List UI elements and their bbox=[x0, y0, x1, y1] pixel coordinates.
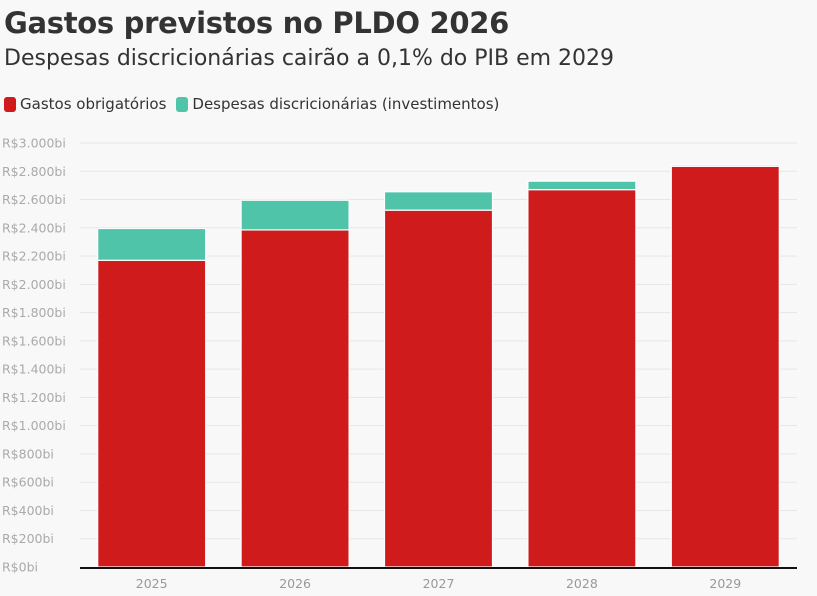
y-tick-label: R$2.000bi bbox=[2, 277, 66, 292]
y-tick-label: R$1.400bi bbox=[2, 362, 66, 377]
x-tick-label: 2028 bbox=[566, 576, 598, 591]
chart-subtitle: Despesas discricionárias cairão a 0,1% d… bbox=[4, 46, 615, 71]
y-tick-label: R$1.200bi bbox=[2, 390, 66, 405]
bar-obrigatorios[interactable] bbox=[97, 259, 207, 568]
bar-obrigatorios[interactable] bbox=[383, 209, 494, 568]
y-tick-label: R$1.000bi bbox=[2, 418, 66, 433]
bar-obrigatorios[interactable] bbox=[670, 165, 780, 568]
bar-discricionarias[interactable] bbox=[240, 199, 350, 231]
y-tick-label: R$200bi bbox=[2, 531, 54, 546]
bar-discricionarias[interactable] bbox=[383, 191, 494, 211]
y-tick-label: R$800bi bbox=[2, 446, 54, 461]
bar-discricionarias[interactable] bbox=[97, 227, 207, 261]
x-tick-label: 2026 bbox=[279, 576, 311, 591]
y-tick-label: R$0bi bbox=[2, 560, 38, 575]
chart-title: Gastos previstos no PLDO 2026 bbox=[4, 6, 509, 40]
y-tick-label: R$2.200bi bbox=[2, 249, 66, 264]
bar-obrigatorios[interactable] bbox=[527, 189, 637, 568]
y-tick-label: R$1.600bi bbox=[2, 333, 66, 348]
y-tick-label: R$400bi bbox=[2, 503, 54, 518]
legend-label-discricionarias: Despesas discricionárias (investimentos) bbox=[192, 95, 500, 113]
bar-discricionarias[interactable] bbox=[527, 180, 637, 191]
legend-swatch-obrigatorios bbox=[4, 96, 16, 112]
legend-item-discricionarias[interactable]: Despesas discricionárias (investimentos) bbox=[176, 95, 499, 113]
y-tick-label: R$2.800bi bbox=[2, 164, 66, 179]
chart-legend: Gastos obrigatórios Despesas discricioná… bbox=[4, 95, 509, 113]
x-tick-label: 2027 bbox=[423, 576, 455, 591]
bar-discricionarias[interactable] bbox=[670, 164, 780, 167]
stacked-bar-chart: R$0bi R$200bi R$400bi R$600bi R$800bi R$1.000… bbox=[2, 136, 797, 591]
legend-item-obrigatorios[interactable]: Gastos obrigatórios bbox=[4, 95, 166, 113]
x-tick-label: 2029 bbox=[709, 576, 741, 591]
y-tick-label: R$2.400bi bbox=[2, 220, 66, 235]
bar-obrigatorios[interactable] bbox=[240, 229, 350, 568]
legend-swatch-discricionarias bbox=[176, 96, 189, 112]
y-tick-label: R$600bi bbox=[2, 475, 54, 490]
x-tick-label: 2025 bbox=[136, 576, 168, 591]
y-tick-label: R$2.600bi bbox=[2, 192, 66, 207]
y-tick-label: R$3.000bi bbox=[2, 136, 66, 151]
legend-label-obrigatorios: Gastos obrigatórios bbox=[20, 95, 167, 113]
y-tick-label: R$1.800bi bbox=[2, 305, 66, 320]
